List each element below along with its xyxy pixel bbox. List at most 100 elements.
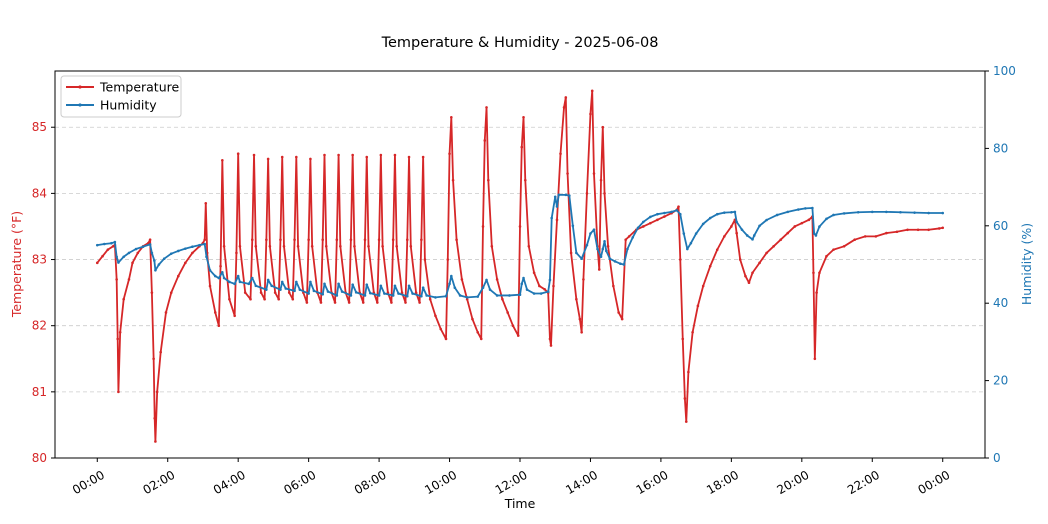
data-point-humidity (913, 211, 916, 214)
data-point-temperature (723, 235, 726, 238)
data-point-humidity (411, 292, 414, 295)
data-point-temperature (390, 301, 393, 304)
y-left-tick-label: 80 (32, 451, 47, 465)
data-point-temperature (191, 251, 194, 255)
data-point-temperature (155, 390, 159, 394)
data-point-temperature (678, 258, 682, 261)
data-point-humidity (601, 247, 605, 251)
data-point-temperature (532, 271, 536, 275)
data-point-humidity (153, 259, 156, 262)
data-point-humidity (134, 247, 138, 251)
data-point-temperature (758, 261, 761, 265)
data-point-humidity (525, 288, 529, 291)
data-point-temperature (916, 228, 920, 232)
data-point-temperature (153, 417, 156, 420)
data-point-temperature (169, 291, 173, 294)
data-point-temperature (259, 291, 263, 294)
data-point-humidity (596, 247, 599, 251)
data-point-temperature (95, 261, 99, 265)
data-point-temperature (446, 258, 450, 261)
legend-marker-humidity (78, 103, 82, 107)
y-left-tick-label: 81 (32, 385, 47, 399)
data-point-humidity (363, 294, 367, 297)
data-point-humidity (752, 234, 756, 237)
data-point-temperature (150, 291, 154, 294)
data-point-temperature (765, 251, 768, 255)
data-point-temperature (391, 238, 395, 241)
data-point-humidity (571, 224, 575, 228)
data-point-humidity (458, 294, 462, 297)
data-point-temperature (606, 245, 610, 248)
chart-title: Temperature & Humidity - 2025-06-08 (381, 35, 659, 51)
data-point-humidity (733, 210, 737, 214)
data-point-temperature (381, 245, 384, 248)
data-point-humidity (818, 225, 821, 228)
data-point-humidity (723, 211, 726, 214)
data-point-temperature (243, 291, 247, 294)
data-point-temperature (444, 337, 448, 341)
data-point-temperature (353, 245, 356, 248)
data-point-humidity (832, 213, 835, 217)
data-point-temperature (522, 116, 525, 119)
data-point-humidity (550, 216, 553, 220)
data-point-temperature (562, 106, 566, 109)
data-point-temperature (575, 297, 578, 301)
data-point-temperature (580, 331, 583, 334)
data-point-temperature (516, 334, 520, 337)
data-point-temperature (523, 178, 527, 182)
data-point-temperature (476, 331, 480, 334)
data-point-temperature (222, 245, 226, 248)
data-point-humidity (575, 251, 578, 255)
data-point-temperature (407, 155, 411, 159)
data-point-humidity (169, 252, 173, 255)
data-point-temperature (677, 205, 680, 208)
data-point-humidity (825, 217, 828, 221)
data-point-temperature (282, 245, 286, 248)
data-point-humidity (682, 232, 686, 235)
data-point-temperature (333, 301, 337, 304)
data-point-temperature (538, 284, 541, 288)
data-point-humidity (298, 288, 302, 291)
data-point-temperature (219, 264, 222, 268)
data-point-temperature (807, 218, 811, 222)
data-point-humidity (539, 292, 543, 295)
data-point-humidity (870, 210, 874, 214)
data-point-humidity (564, 193, 568, 197)
data-point-temperature (263, 297, 266, 301)
data-point-temperature (279, 238, 282, 241)
data-point-humidity (631, 236, 635, 239)
data-point-temperature (812, 271, 815, 275)
data-point-temperature (203, 238, 207, 241)
data-point-humidity (110, 241, 113, 245)
data-point-temperature (291, 297, 295, 301)
data-point-humidity (765, 218, 768, 222)
data-point-humidity (675, 209, 679, 212)
data-point-temperature (853, 238, 856, 241)
data-point-temperature (400, 291, 404, 294)
data-point-temperature (885, 231, 888, 235)
data-point-humidity (198, 243, 201, 247)
data-point-humidity (177, 249, 180, 253)
data-point-humidity (309, 280, 312, 284)
data-point-temperature (377, 238, 381, 241)
data-point-temperature (293, 238, 296, 241)
data-point-temperature (363, 238, 367, 241)
data-point-temperature (874, 235, 878, 238)
plot-area (95, 89, 945, 443)
data-point-temperature (747, 281, 751, 284)
data-point-temperature (927, 228, 930, 232)
y-right-tick-label: 40 (993, 296, 1008, 310)
data-point-temperature (471, 317, 474, 321)
data-point-humidity (686, 247, 689, 251)
data-point-humidity (122, 255, 125, 259)
y-left-tick-label: 85 (32, 120, 47, 134)
data-point-humidity (450, 274, 453, 278)
data-point-temperature (117, 390, 120, 394)
data-point-temperature (319, 301, 323, 304)
data-point-temperature (495, 278, 499, 281)
data-point-temperature (309, 157, 312, 161)
data-point-temperature (310, 245, 314, 248)
data-point-humidity (270, 284, 273, 288)
data-point-humidity (254, 284, 258, 288)
